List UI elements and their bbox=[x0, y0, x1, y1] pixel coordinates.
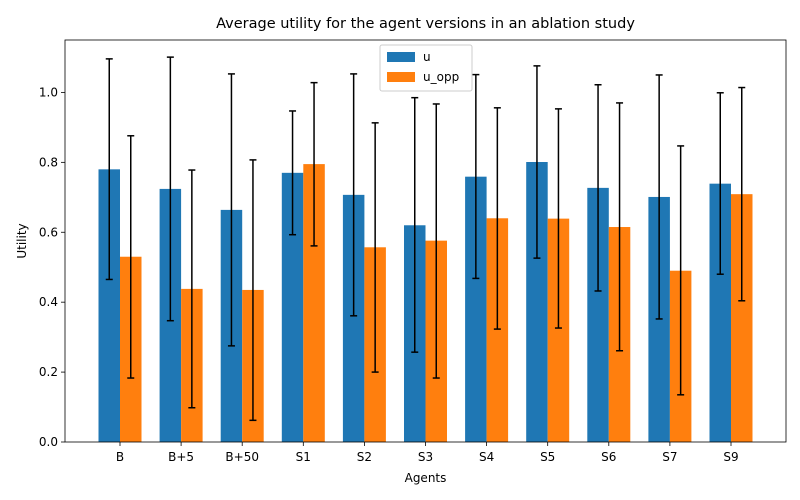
errorbar-u-B+50 bbox=[227, 73, 235, 347]
y-axis: 0.0 0.2 0.4 0.6 0.8 1.0 bbox=[39, 85, 65, 449]
errorbar-u_opp-S4 bbox=[493, 107, 501, 330]
errorbar-u_opp-S3 bbox=[432, 103, 440, 379]
errorbar-u_opp-S5 bbox=[554, 108, 562, 329]
bar-u-S6 bbox=[587, 187, 609, 442]
legend-label-u: u bbox=[423, 50, 431, 64]
legend-label-u_opp: u_opp bbox=[423, 70, 459, 84]
bar-u-S1 bbox=[281, 172, 304, 442]
y-tick-label: 0.0 bbox=[39, 435, 58, 449]
x-tick-label: B+5 bbox=[168, 450, 194, 464]
x-axis-title: Agents bbox=[405, 471, 447, 485]
errorbar-u_opp-B+50 bbox=[249, 159, 257, 422]
bar-u_opp-S5 bbox=[547, 218, 570, 442]
bar-u-B bbox=[98, 169, 120, 442]
y-tick-label: 0.6 bbox=[39, 225, 58, 239]
errorbar-u_opp-S7 bbox=[677, 145, 685, 396]
errorbar-u-S7 bbox=[655, 74, 663, 320]
errorbar-u_opp-S6 bbox=[616, 102, 624, 352]
bar-u_opp-S9 bbox=[731, 194, 753, 442]
bar-u_opp-S4 bbox=[486, 218, 509, 442]
errorbar-u-B bbox=[105, 58, 113, 281]
bar-u-S4 bbox=[465, 176, 487, 442]
errorbar-u_opp-S1 bbox=[310, 81, 318, 247]
y-tick-label: 0.4 bbox=[39, 295, 58, 309]
errorbar-u_opp-S9 bbox=[738, 86, 746, 302]
legend: u u_opp bbox=[379, 44, 473, 92]
errorbar-u-S6 bbox=[594, 83, 602, 292]
errorbar-u-S4 bbox=[472, 73, 480, 280]
bar-u_opp-S1 bbox=[303, 164, 325, 442]
errorbar-u-S2 bbox=[350, 73, 358, 317]
plot-area bbox=[98, 56, 753, 443]
errorbar-u_opp-B+5 bbox=[188, 169, 196, 409]
errorbar-u-B+5 bbox=[166, 56, 174, 322]
errorbar-u_opp-B bbox=[127, 135, 135, 379]
y-tick-label: 1.0 bbox=[39, 85, 58, 99]
x-axis: B B+5 B+50 S1 S2 S3 S4 S5 S6 S7 S9 bbox=[116, 442, 739, 464]
errorbar-u-S9 bbox=[716, 92, 724, 275]
x-tick-label: S4 bbox=[479, 450, 494, 464]
plot-frame bbox=[64, 39, 787, 443]
legend-swatch-u_opp bbox=[387, 72, 415, 82]
x-tick-label: S6 bbox=[601, 450, 616, 464]
x-tick-label: S5 bbox=[540, 450, 555, 464]
bar-u-S2 bbox=[342, 194, 365, 442]
errorbar-u-S5 bbox=[533, 65, 541, 259]
x-tick-label: S9 bbox=[723, 450, 738, 464]
y-tick-label: 0.2 bbox=[39, 365, 58, 379]
x-tick-label: S1 bbox=[296, 450, 311, 464]
x-tick-label: S3 bbox=[418, 450, 433, 464]
x-tick-label: B+50 bbox=[225, 450, 259, 464]
x-tick-label: S7 bbox=[662, 450, 677, 464]
chart-title: Average utility for the agent versions i… bbox=[216, 16, 635, 32]
errorbar-u-S3 bbox=[411, 96, 419, 353]
x-tick-label: S2 bbox=[357, 450, 372, 464]
errorbar-u-S1 bbox=[289, 110, 297, 236]
x-tick-label: B bbox=[116, 450, 124, 464]
legend-swatch-u bbox=[387, 52, 415, 62]
bar-u-S9 bbox=[709, 183, 731, 443]
y-tick-label: 0.8 bbox=[39, 155, 58, 169]
y-axis-title: Utility bbox=[15, 223, 29, 258]
bar-u-S5 bbox=[526, 162, 548, 442]
errorbar-u_opp-S2 bbox=[371, 122, 379, 373]
